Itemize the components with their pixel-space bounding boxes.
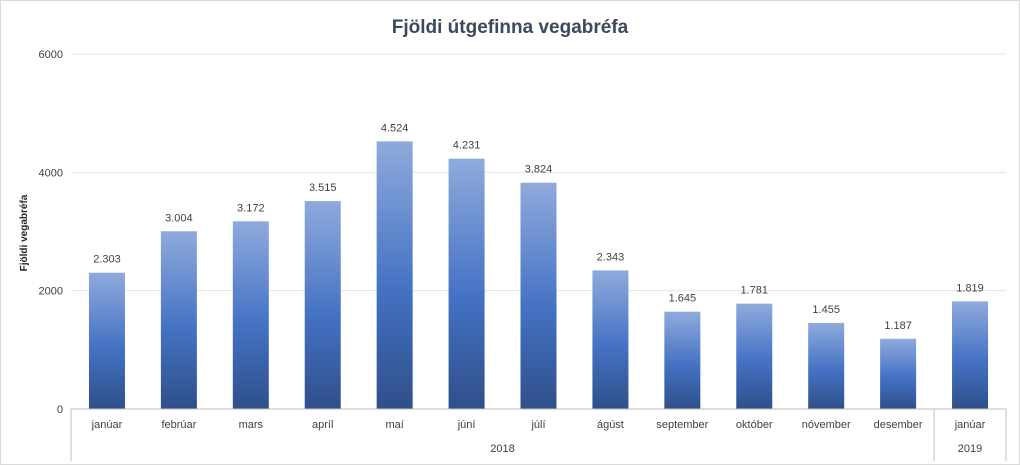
data-label: 1.819 (956, 282, 984, 294)
x-tick-label: nóvember (802, 419, 851, 431)
x-tick-label: apríl (312, 419, 333, 431)
y-tick-label: 6000 (39, 49, 63, 61)
x-tick-label: mars (239, 419, 264, 431)
bar (952, 301, 989, 409)
y-axis-ticks: 0 2000 4000 6000 (39, 49, 63, 416)
bar (664, 311, 701, 409)
x-group-label: 2018 (490, 443, 514, 455)
data-label: 1.455 (812, 304, 840, 316)
data-label: 1.645 (669, 293, 697, 305)
bar (160, 231, 197, 409)
data-label: 2.343 (597, 251, 625, 263)
data-label: 1.187 (884, 320, 912, 332)
x-tick-label: ágúst (597, 419, 624, 431)
x-tick-label: júní (457, 419, 476, 431)
y-tick-label: 4000 (39, 167, 63, 179)
bar (520, 182, 557, 409)
x-tick-label: febrúar (161, 419, 196, 431)
data-label: 2.303 (93, 254, 121, 266)
bar (736, 303, 773, 409)
data-label: 3.824 (525, 164, 553, 176)
bar (592, 270, 629, 409)
x-tick-label: október (736, 419, 773, 431)
data-label: 4.231 (453, 140, 481, 152)
x-tick-label: júlí (530, 419, 545, 431)
chart-title: Fjöldi útgefinna vegabréfa (392, 17, 629, 38)
data-label: 3.515 (309, 182, 337, 194)
x-tick-label: janúar (91, 419, 123, 431)
bar (232, 221, 269, 409)
bar (304, 201, 341, 409)
data-label: 1.781 (741, 285, 769, 297)
bars (88, 141, 989, 409)
data-label: 4.524 (381, 122, 409, 134)
y-tick-label: 2000 (39, 286, 63, 298)
bar (448, 158, 485, 409)
x-group-label: 2019 (958, 443, 982, 455)
data-labels: 2.303 3.004 3.172 3.515 4.524 4.231 3.824 2.343… (93, 122, 984, 331)
y-axis-label: Fjöldi vegabréfa (19, 194, 30, 271)
y-tick-label: 0 (57, 404, 63, 416)
bar (88, 272, 125, 409)
data-label: 3.172 (237, 202, 265, 214)
bar (880, 338, 917, 409)
data-label: 3.004 (165, 212, 193, 224)
bar (808, 322, 845, 409)
bar (376, 141, 413, 409)
x-tick-label: september (656, 419, 708, 431)
x-tick-label: janúar (954, 419, 986, 431)
x-tick-label: maí (385, 419, 403, 431)
x-axis: janúar febrúar mars apríl maí júní júlí ágúst se… (70, 408, 1007, 461)
x-tick-label: desember (874, 419, 923, 431)
